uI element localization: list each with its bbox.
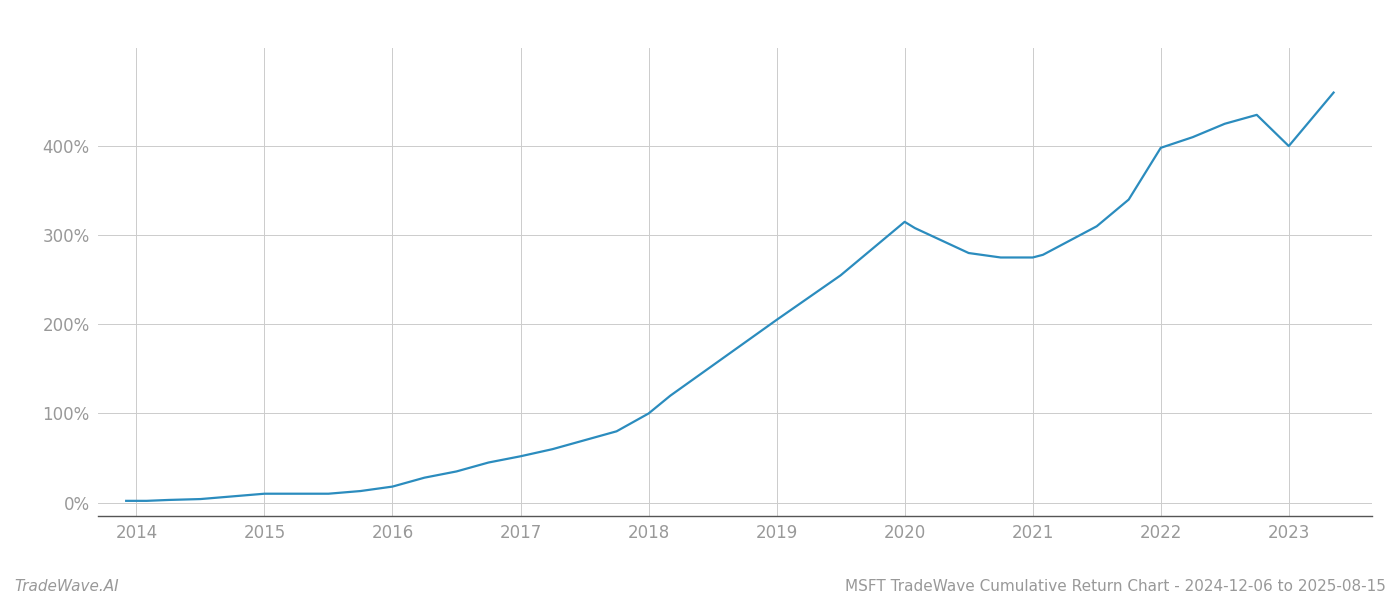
Text: MSFT TradeWave Cumulative Return Chart - 2024-12-06 to 2025-08-15: MSFT TradeWave Cumulative Return Chart -… (846, 579, 1386, 594)
Text: TradeWave.AI: TradeWave.AI (14, 579, 119, 594)
